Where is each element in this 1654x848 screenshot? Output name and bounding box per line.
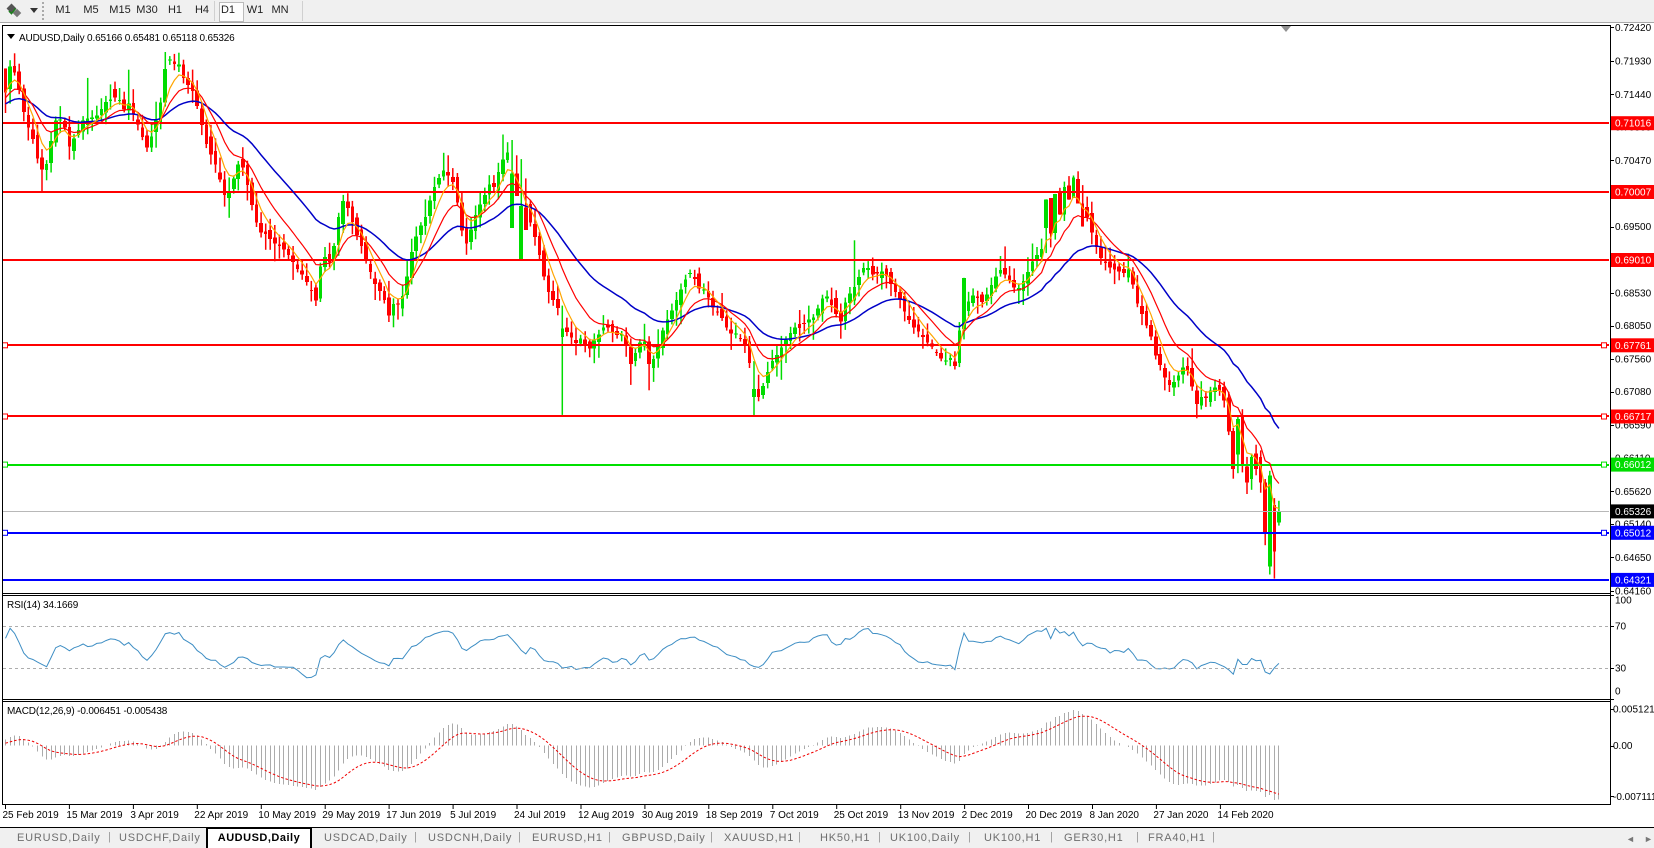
svg-text:0.65620: 0.65620 — [1615, 487, 1652, 498]
svg-text:3 Apr 2019: 3 Apr 2019 — [130, 810, 179, 821]
svg-text:0.67761: 0.67761 — [1615, 341, 1652, 352]
svg-text:0.71016: 0.71016 — [1615, 119, 1652, 130]
svg-text:18 Sep 2019: 18 Sep 2019 — [706, 810, 763, 821]
svg-text:0.64160: 0.64160 — [1615, 586, 1652, 597]
svg-text:25 Feb 2019: 25 Feb 2019 — [3, 810, 60, 821]
svg-text:0.65140: 0.65140 — [1615, 520, 1652, 531]
svg-text:17 Jun 2019: 17 Jun 2019 — [386, 810, 441, 821]
svg-text:0.66590: 0.66590 — [1615, 421, 1652, 432]
svg-text:0.66717: 0.66717 — [1615, 412, 1652, 423]
svg-text:20 Dec 2019: 20 Dec 2019 — [1026, 810, 1083, 821]
svg-text:0.67560: 0.67560 — [1615, 355, 1652, 366]
svg-text:0.66012: 0.66012 — [1615, 460, 1652, 471]
svg-text:100: 100 — [1615, 596, 1632, 607]
svg-text:2 Dec 2019: 2 Dec 2019 — [962, 810, 1014, 821]
svg-text:15 Mar 2019: 15 Mar 2019 — [66, 810, 123, 821]
svg-text:14 Feb 2020: 14 Feb 2020 — [1217, 810, 1274, 821]
svg-text:8 Jan 2020: 8 Jan 2020 — [1090, 810, 1140, 821]
svg-text:10 May 2019: 10 May 2019 — [258, 810, 316, 821]
svg-text:13 Nov 2019: 13 Nov 2019 — [898, 810, 955, 821]
svg-text:0.69010: 0.69010 — [1615, 256, 1652, 267]
svg-text:AUDUSD,Daily 0.65166 0.65481: AUDUSD,Daily 0.65166 0.65481 0.65118 0.6… — [19, 33, 235, 44]
svg-text:0.69500: 0.69500 — [1615, 222, 1652, 233]
svg-text:0.005121: 0.005121 — [1613, 704, 1654, 715]
svg-text:MACD(12,26,9) -0.006451 -0.005: MACD(12,26,9) -0.006451 -0.005438 — [7, 706, 168, 717]
svg-text:30: 30 — [1615, 663, 1627, 674]
svg-text:12 Aug 2019: 12 Aug 2019 — [578, 810, 635, 821]
svg-text:0.64650: 0.64650 — [1615, 553, 1652, 564]
svg-text:7 Oct 2019: 7 Oct 2019 — [770, 810, 819, 821]
svg-text:0.68050: 0.68050 — [1615, 321, 1652, 332]
svg-text:0.65326: 0.65326 — [1615, 507, 1652, 518]
svg-text:29 May 2019: 29 May 2019 — [322, 810, 380, 821]
svg-text:0.72420: 0.72420 — [1615, 23, 1652, 34]
svg-text:RSI(14) 34.1669: RSI(14) 34.1669 — [7, 600, 79, 611]
svg-text:24 Jul 2019: 24 Jul 2019 — [514, 810, 566, 821]
svg-text:30 Aug 2019: 30 Aug 2019 — [642, 810, 699, 821]
svg-text:0.70007: 0.70007 — [1615, 188, 1652, 199]
svg-text:0.65012: 0.65012 — [1615, 528, 1652, 539]
svg-text:0.71440: 0.71440 — [1615, 90, 1652, 101]
svg-text:70: 70 — [1615, 622, 1627, 633]
svg-text:0.71930: 0.71930 — [1615, 56, 1652, 67]
svg-text:0.68530: 0.68530 — [1615, 288, 1652, 299]
svg-text:0.64321: 0.64321 — [1615, 575, 1652, 586]
svg-text:0.70470: 0.70470 — [1615, 156, 1652, 167]
svg-text:0.00: 0.00 — [1613, 741, 1633, 752]
svg-text:27 Jan 2020: 27 Jan 2020 — [1153, 810, 1208, 821]
svg-text:5 Jul 2019: 5 Jul 2019 — [450, 810, 497, 821]
svg-text:25 Oct 2019: 25 Oct 2019 — [834, 810, 889, 821]
svg-text:-0.007111: -0.007111 — [1613, 792, 1654, 803]
svg-text:22 Apr 2019: 22 Apr 2019 — [194, 810, 248, 821]
svg-text:0.67080: 0.67080 — [1615, 387, 1652, 398]
svg-text:0: 0 — [1615, 687, 1621, 698]
